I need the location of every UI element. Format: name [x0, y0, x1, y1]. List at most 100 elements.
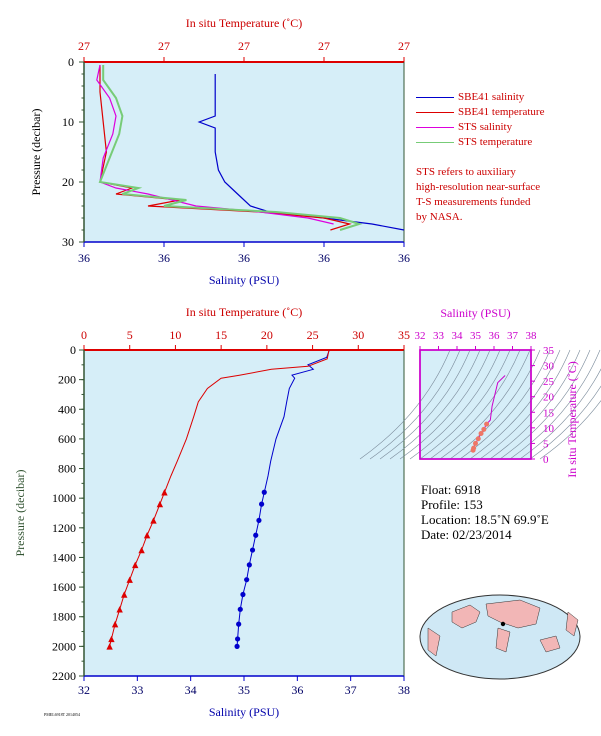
density-contour	[369, 349, 461, 460]
temperature-point	[138, 546, 145, 554]
ts-temp-tick-label: 10	[543, 423, 555, 435]
legend-label: SBE41 salinity	[458, 91, 525, 103]
ts-point	[484, 421, 490, 427]
map-landmass	[451, 604, 481, 629]
top-sal-tick-label: 36	[238, 251, 250, 265]
top-pressure-tick-label: 0	[68, 55, 74, 69]
main-temp-tick-label: 20	[261, 328, 273, 342]
top-sal-tick-label: 36	[158, 251, 170, 265]
ts-temp-tick-label: 35	[543, 345, 555, 357]
main-pressure-tick-label: 600	[58, 432, 76, 446]
legend-label: STS temperature	[458, 136, 533, 148]
ts-sal-tick-label: 33	[433, 330, 445, 342]
temperature-point	[108, 635, 115, 643]
salinity-point	[234, 643, 240, 649]
legend-item-sts-salinity: STS salinity	[416, 120, 544, 135]
map-landmass	[539, 635, 561, 653]
float-location-marker	[500, 621, 506, 627]
main-temp-tick-label: 25	[307, 328, 319, 342]
main-temp-tick-label: 35	[398, 328, 410, 342]
top-sal-tick-label: 36	[398, 251, 410, 265]
legend-swatch	[416, 142, 454, 143]
top-temp-tick-label: 27	[398, 39, 410, 53]
main-temp-tick-label: 30	[352, 328, 364, 342]
ts-temp-axis-title: In situ Temperature (˚C)	[565, 361, 579, 478]
top-plot-area	[84, 62, 404, 242]
main-pressure-tick-label: 1000	[52, 491, 76, 505]
ts-sal-tick-label: 35	[470, 330, 482, 342]
main-temp-axis-title: In situ Temperature (˚C)	[186, 305, 303, 319]
note-line: high-resolution near-surface	[416, 181, 541, 193]
temperature-point	[106, 643, 113, 650]
density-contour	[529, 385, 601, 460]
temperature-point	[116, 606, 123, 613]
density-contour	[399, 349, 491, 460]
top-pressure-tick-label: 30	[62, 235, 74, 249]
main-sal-tick-label: 35	[238, 683, 250, 697]
salinity-point	[244, 577, 250, 583]
top-sal-axis-title: Salinity (PSU)	[209, 273, 279, 287]
main-plot-area	[84, 350, 404, 676]
ts-plot-area	[419, 349, 532, 460]
ts-temp-tick-label: 0	[543, 454, 549, 466]
ts-temp-tick-label: 20	[543, 392, 555, 404]
density-contour	[419, 349, 511, 460]
density-contour	[489, 349, 581, 460]
main-sal-tick-label: 32	[78, 683, 90, 697]
main-sal-tick-label: 38	[398, 683, 410, 697]
salinity-point	[235, 636, 241, 642]
note-line: STS refers to auxiliary	[416, 166, 516, 178]
main-sal-tick-label: 37	[345, 683, 357, 697]
temperature-point	[121, 591, 128, 598]
footer-code: PMEL6918T 2014054	[44, 712, 81, 717]
ts-temp-tick-label: 5	[543, 438, 549, 450]
density-contour	[359, 349, 451, 460]
location: Location: 18.5˚N 69.9˚E	[421, 512, 549, 527]
legend-item-sts-temperature: STS temperature	[416, 135, 544, 150]
ts-sal-tick-label: 38	[526, 330, 538, 342]
legend-label: STS salinity	[458, 121, 513, 133]
top-temp-tick-label: 27	[158, 39, 170, 53]
density-contour	[539, 400, 601, 460]
salinity-point	[256, 517, 262, 524]
sts-note: STS refers to auxiliary high-resolution …	[416, 165, 596, 225]
temperature-point	[132, 561, 139, 569]
legend: SBE41 salinity SBE41 temperature STS sal…	[416, 90, 544, 150]
temperature-point	[161, 489, 168, 496]
ts-point	[481, 426, 487, 432]
density-contour	[449, 349, 541, 460]
top-sal-tick-label: 36	[318, 251, 330, 265]
density-contour	[509, 349, 601, 460]
density-contour	[469, 349, 561, 460]
main-pressure-tick-label: 200	[58, 373, 76, 387]
main-pressure-tick-label: 400	[58, 402, 76, 416]
ts-sal-tick-label: 32	[415, 330, 426, 342]
ts-sal-tick-label: 37	[507, 330, 519, 342]
top-pressure-tick-label: 20	[62, 175, 74, 189]
top-temp-tick-label: 27	[78, 39, 90, 53]
main-sal-axis-title: Salinity (PSU)	[209, 705, 279, 719]
temperature-point	[111, 620, 119, 628]
ts-sal-axis-title: Salinity (PSU)	[440, 306, 510, 320]
salinity-point	[249, 547, 256, 553]
main-sal-tick-label: 33	[131, 683, 143, 697]
main-pressure-tick-label: 1200	[52, 521, 76, 535]
main-temp-tick-label: 10	[169, 328, 181, 342]
legend-swatch	[416, 127, 454, 128]
float-info: Float: 6918 Profile: 153 Location: 18.5˚…	[421, 482, 549, 542]
salinity-point	[246, 562, 252, 568]
top-temp-axis-title: In situ Temperature (˚C)	[186, 16, 303, 30]
main-pressure-axis-title: Pressure (decibar)	[13, 470, 27, 557]
ts-temp-tick-label: 15	[543, 407, 555, 419]
top-sal-tick-label: 36	[78, 251, 90, 265]
salinity-point	[253, 532, 259, 538]
note-line: T-S measurements funded	[416, 196, 531, 208]
float-id: Float: 6918	[421, 482, 481, 497]
ts-point	[470, 447, 476, 453]
profile-number: Profile: 153	[421, 497, 483, 512]
top-temp-tick-label: 27	[318, 39, 330, 53]
temperature-point	[150, 517, 157, 524]
ts-temp-tick-label: 30	[543, 361, 555, 373]
salinity-point	[240, 591, 246, 598]
density-contour	[379, 349, 471, 460]
